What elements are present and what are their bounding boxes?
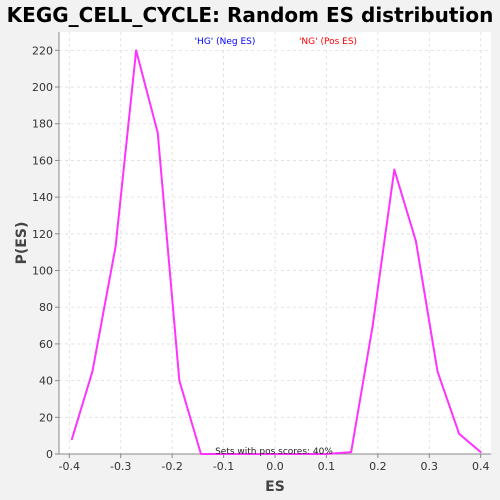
x-tick-label: -0.3: [110, 460, 131, 473]
chart-title: KEGG_CELL_CYCLE: Random ES distribution: [7, 3, 494, 27]
series-layer: [70, 49, 482, 455]
data-point: [70, 438, 73, 441]
y-tick-label: 120: [32, 228, 53, 241]
distribution-line: [70, 49, 482, 455]
data-point: [371, 324, 374, 327]
x-tick-label: 0.4: [472, 460, 490, 473]
legend-entry-pos-es: 'NG' (Pos ES): [299, 37, 357, 47]
y-tick-label: 40: [39, 375, 53, 388]
data-point: [91, 370, 94, 373]
x-tick-label: 0.0: [266, 460, 284, 473]
data-point: [135, 49, 138, 52]
data-point: [200, 453, 202, 455]
y-axis-title: P(ES): [14, 222, 30, 265]
y-tick-label: 0: [46, 448, 53, 461]
y-tick-label: 60: [39, 338, 53, 351]
data-point: [284, 453, 287, 455]
y-tick-label: 20: [39, 411, 53, 424]
x-tick-label: -0.2: [161, 460, 182, 473]
x-tick-label: 0.3: [421, 460, 439, 473]
legend-entry-neg-es: 'HG' (Neg ES): [195, 37, 256, 47]
data-point: [156, 132, 159, 134]
data-point: [114, 245, 117, 248]
data-point: [436, 370, 439, 373]
data-point: [458, 432, 461, 435]
y-tick-label: 220: [32, 44, 53, 57]
grid: [59, 32, 491, 455]
y-tick-label: 160: [32, 154, 53, 167]
x-tick-label: -0.4: [59, 460, 80, 473]
data-point: [325, 453, 328, 455]
x-axis-title: ES: [265, 479, 285, 495]
x-tick-label: 0.1: [318, 460, 336, 473]
pos-scores-annotation: Sets with pos scores: 40%: [215, 447, 333, 457]
data-point: [243, 453, 246, 455]
data-point: [393, 168, 396, 171]
y-tick-label: 80: [39, 301, 53, 314]
axes: -0.4 -0.3 -0.2 -0.1 0.0 0.1 0.2 0.3 0.4 0 20 40 60 80…: [32, 32, 491, 473]
data-point: [222, 453, 225, 455]
data-point: [178, 379, 181, 382]
x-tick-label: -0.1: [213, 460, 234, 473]
x-tick-label: 0.2: [369, 460, 387, 473]
data-point: [479, 451, 482, 454]
y-tick-label: 200: [32, 81, 53, 94]
y-tick-label: 100: [32, 265, 53, 278]
data-point: [350, 451, 353, 454]
data-point: [263, 453, 266, 455]
data-point: [304, 453, 307, 455]
data-point: [415, 240, 417, 243]
y-tick-label: 180: [32, 118, 53, 131]
y-tick-label: 140: [32, 191, 53, 204]
